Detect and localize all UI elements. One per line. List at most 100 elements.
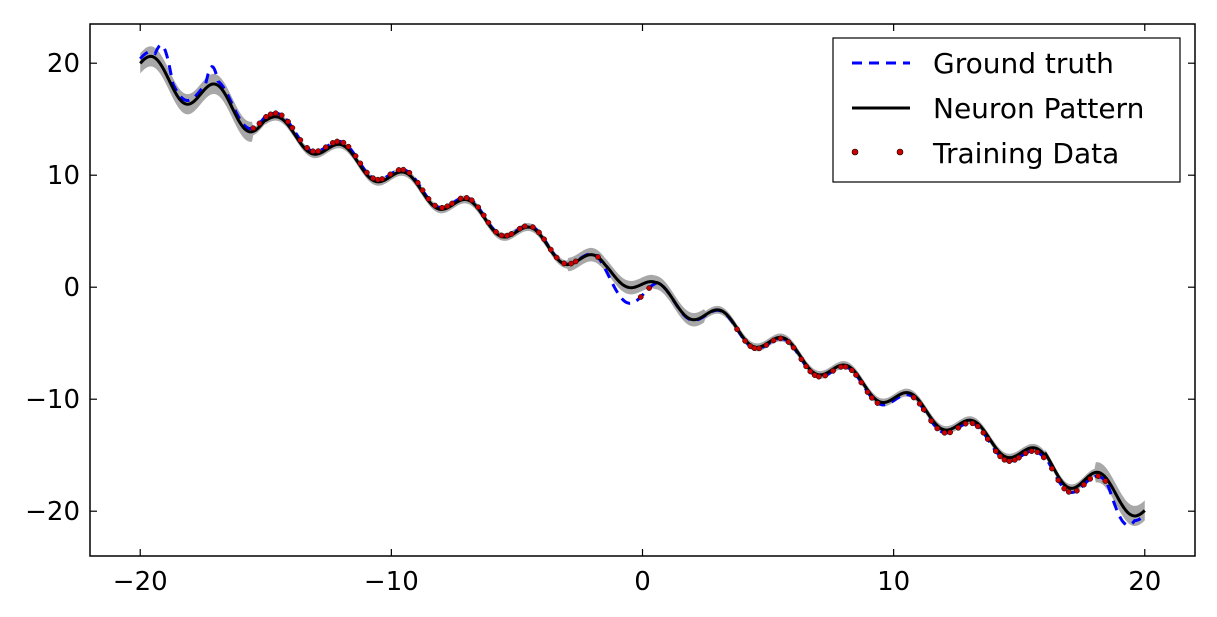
training-data-point [785, 339, 792, 345]
training-data-point [357, 160, 364, 167]
uncertainty-band-layer [140, 46, 1145, 527]
training-data-point [1034, 449, 1041, 455]
training-data-point [315, 148, 322, 154]
training-data-point [439, 204, 445, 211]
training-data-point [419, 187, 426, 194]
training-data-layer [250, 110, 1109, 495]
training-data-point [734, 326, 740, 333]
training-data-point [807, 368, 814, 375]
training-data-point [568, 260, 574, 267]
y-tick-label: 0 [63, 273, 80, 303]
training-data-point [815, 373, 822, 380]
training-data-point [1006, 458, 1013, 465]
training-data-point [916, 400, 923, 407]
training-data-point [370, 175, 376, 182]
training-data-point [928, 418, 935, 424]
x-tick-label: −20 [113, 567, 168, 597]
training-data-point [432, 202, 438, 209]
training-data-point [1016, 454, 1022, 461]
training-data-point [457, 195, 464, 202]
training-data-point [304, 145, 310, 151]
training-data-point [536, 229, 542, 236]
training-data-point [1055, 477, 1062, 484]
training-data-point [310, 148, 316, 155]
training-data-point [822, 372, 829, 379]
training-data-point [1049, 465, 1055, 472]
training-data-point [1022, 450, 1029, 457]
training-data-point [934, 425, 941, 432]
training-data-point [595, 254, 601, 260]
training-data-point [1081, 481, 1087, 488]
training-data-point [463, 195, 470, 201]
y-tick-label: 20 [47, 49, 80, 79]
training-data-point [278, 112, 285, 119]
training-data-point [387, 171, 394, 178]
training-data-point [530, 224, 536, 230]
training-data-point [449, 200, 455, 207]
x-tick-label: 10 [877, 567, 910, 597]
training-data-point [1102, 478, 1109, 484]
training-data-point [572, 258, 579, 265]
training-data-point [751, 345, 758, 352]
x-tick-label: −10 [364, 567, 419, 597]
training-data-point [468, 197, 475, 204]
training-data-point [1074, 487, 1080, 494]
training-data-point [263, 113, 269, 120]
training-data-point [498, 232, 505, 239]
training-data-point [969, 420, 976, 427]
training-data-point [256, 120, 263, 127]
training-data-point [553, 254, 560, 261]
legend-training-data-marker [896, 148, 904, 156]
training-data-point [285, 118, 291, 125]
training-data-point [830, 368, 836, 374]
y-tick-label: 10 [47, 161, 80, 191]
training-data-point [920, 406, 927, 413]
training-data-point [874, 400, 881, 406]
training-data-point [756, 345, 763, 352]
training-data-point [561, 260, 567, 267]
training-data-point [516, 225, 523, 232]
training-data-point [508, 231, 515, 237]
legend-neuron-pattern-label: Neuron Pattern [933, 92, 1144, 125]
training-data-point [297, 137, 304, 143]
training-data-point [777, 335, 784, 342]
training-data-point [345, 143, 352, 150]
legend: Ground truth Neuron Pattern Training Dat… [832, 37, 1181, 183]
training-data-point [646, 285, 652, 291]
training-data-point [637, 294, 644, 300]
training-data-point [414, 179, 421, 186]
training-data-point [425, 196, 432, 202]
training-data-point [541, 236, 547, 243]
training-data-point [379, 176, 385, 182]
training-data-point [480, 212, 487, 219]
training-data-point [1095, 473, 1102, 479]
training-data-point [763, 342, 770, 348]
training-data-point [742, 338, 748, 344]
training-data-point [1028, 448, 1035, 454]
training-data-point [955, 424, 962, 431]
training-data-point [340, 139, 347, 146]
training-data-point [1061, 485, 1068, 492]
x-tick-label: 20 [1128, 567, 1161, 597]
uncertainty-band [140, 46, 1145, 527]
training-data-point [272, 110, 279, 117]
training-data-point [400, 166, 407, 173]
legend-training-data-marker [851, 148, 859, 156]
training-data-point [864, 389, 871, 395]
training-data-point [1001, 456, 1008, 463]
training-data-point [770, 337, 777, 344]
training-data-point [1065, 489, 1072, 495]
training-data-point [997, 453, 1003, 460]
training-data-point [475, 204, 482, 211]
training-data-point [974, 423, 981, 430]
x-tick-label: 0 [634, 567, 651, 597]
training-data-point [363, 169, 370, 176]
training-data-point [947, 429, 953, 436]
training-data-point [838, 364, 844, 370]
training-data-point [790, 344, 797, 351]
training-data-point [853, 372, 859, 378]
training-data-point [444, 203, 451, 210]
training-data-point [858, 379, 865, 386]
training-data-point [1087, 476, 1094, 482]
